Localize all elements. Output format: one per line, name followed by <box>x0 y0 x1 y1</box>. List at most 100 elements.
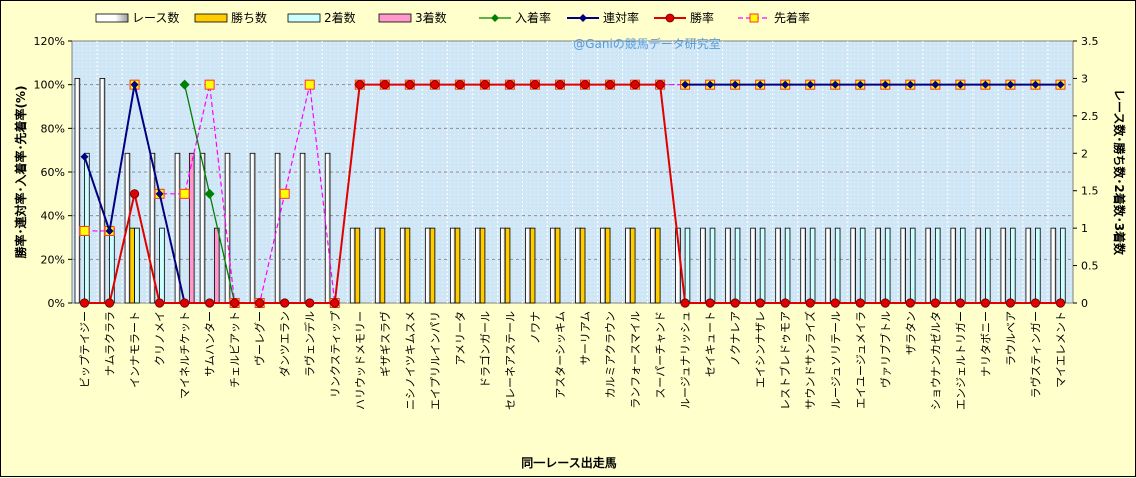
win-rate-point <box>330 298 340 308</box>
left-tick-label: 60% <box>41 166 65 179</box>
seconds-bar <box>159 227 165 304</box>
category-labels: ビップテイジー ナムラクララ インナモラート クリノメイ マイネルチケット サムハンターチ… <box>79 311 1068 410</box>
races-bar <box>349 227 356 304</box>
win-rate-point <box>805 298 815 308</box>
legend-label: 3着数 <box>415 10 447 25</box>
rentai-rate-point <box>931 80 940 89</box>
races-bar <box>775 227 781 304</box>
races-bar <box>575 227 581 304</box>
rentai-rate-series <box>80 80 1065 307</box>
category-label: ドラゴンガール <box>478 311 492 388</box>
races-bar <box>625 227 631 304</box>
seconds-bar <box>834 227 841 304</box>
win-rate-point <box>780 298 790 308</box>
seconds-bar <box>859 227 866 304</box>
wins-bar <box>479 227 486 304</box>
right-tick-label: 0 <box>1081 297 1088 310</box>
wins-bar <box>554 227 561 304</box>
category-label: ハリウッドメモリー <box>354 311 367 410</box>
watermark: @Ganiの競馬データ研究室 <box>573 36 721 51</box>
wins-bar <box>529 227 536 304</box>
category-label: サウンドサンライズ <box>803 311 817 410</box>
races-bar <box>750 227 756 304</box>
races-bar <box>374 227 381 304</box>
win-rate-point <box>630 80 640 90</box>
races-bar <box>424 227 431 304</box>
races-bar <box>399 227 406 304</box>
seconds-bar <box>1035 227 1041 304</box>
category-label: ナムラクララ <box>104 311 117 376</box>
win-rate-point <box>430 80 440 90</box>
races-bar <box>299 152 306 304</box>
races-bar <box>1025 227 1032 304</box>
category-label: エイプリルインパリ <box>429 311 442 410</box>
category-label: エンジェルトリガー <box>954 311 967 410</box>
seconds-bar <box>909 227 916 304</box>
races-bar <box>74 78 81 304</box>
place-rate-point <box>204 188 215 199</box>
win-rate-point <box>680 298 690 308</box>
win-rate-point <box>705 298 715 308</box>
category-label: サムハンター <box>204 311 217 377</box>
rentai-rate-point <box>155 189 164 198</box>
seconds-bar <box>134 227 140 304</box>
seconds-bar <box>985 227 991 304</box>
left-tick-label: 20% <box>41 253 65 266</box>
win-rate-point <box>104 298 115 308</box>
win-rate-point <box>180 298 190 308</box>
rentai-rate-point <box>706 80 715 89</box>
win-rate-point <box>730 298 740 308</box>
senchaku-rate-point <box>279 188 290 199</box>
category-label: ラヴェンデル <box>303 311 317 377</box>
races-bar <box>600 227 606 304</box>
rentai-rate-point <box>906 80 915 89</box>
rentai-rate-point <box>831 80 840 89</box>
category-label: クリノメイ <box>154 311 167 366</box>
races-bar <box>449 227 456 304</box>
win-rate-point <box>905 298 915 308</box>
rentai-rate-point <box>1006 80 1015 89</box>
races-bar <box>99 78 106 304</box>
legend-marker <box>749 13 759 23</box>
win-rate-point <box>755 298 765 308</box>
left-tick-label: 80% <box>41 122 65 135</box>
win-rate-point <box>930 298 940 308</box>
wins-bar <box>629 227 636 304</box>
category-label: ヴァリブブトル <box>878 311 892 388</box>
win-rate-point <box>580 80 590 90</box>
win-rate-point <box>555 80 565 90</box>
rentai-rate-point <box>1031 80 1040 89</box>
rentai-rate-point <box>130 80 139 89</box>
win-rate-point <box>280 298 290 308</box>
category-label: ダンツエラン <box>278 311 292 377</box>
category-label: ニシノイツキムスメ <box>404 311 417 410</box>
win-rate-line <box>84 83 1061 304</box>
win-rate-point <box>355 80 365 90</box>
legend-marker <box>665 13 675 23</box>
win-rate-point <box>955 298 965 308</box>
right-axis-title: レース数･勝ち数･2着数･3着数 <box>1112 89 1127 256</box>
category-label: ルージュソリテール <box>829 311 842 409</box>
win-rate-point <box>505 80 515 90</box>
seconds-bar <box>684 227 691 304</box>
category-label: リンクスティップ <box>329 311 342 398</box>
win-rate-series <box>79 80 1066 308</box>
rentai-rate-point <box>981 80 990 89</box>
category-label: ルージュナリッシュ <box>679 311 692 409</box>
seconds-bar <box>784 227 791 304</box>
races-bar <box>900 227 906 304</box>
win-rate-point <box>605 80 615 90</box>
legend-marker <box>491 14 499 22</box>
races-bar <box>850 227 856 304</box>
races-bar <box>925 227 932 304</box>
legend-swatch <box>95 13 129 23</box>
wins-bar <box>429 227 436 304</box>
races-bar <box>475 227 481 304</box>
win-rate-point <box>305 298 315 308</box>
category-label: インナモラート <box>129 311 142 388</box>
left-tick-label: 100% <box>34 79 65 92</box>
category-label: マイエレメント <box>1054 311 1067 388</box>
wins-bar <box>604 227 611 304</box>
races-bar <box>1000 227 1007 304</box>
